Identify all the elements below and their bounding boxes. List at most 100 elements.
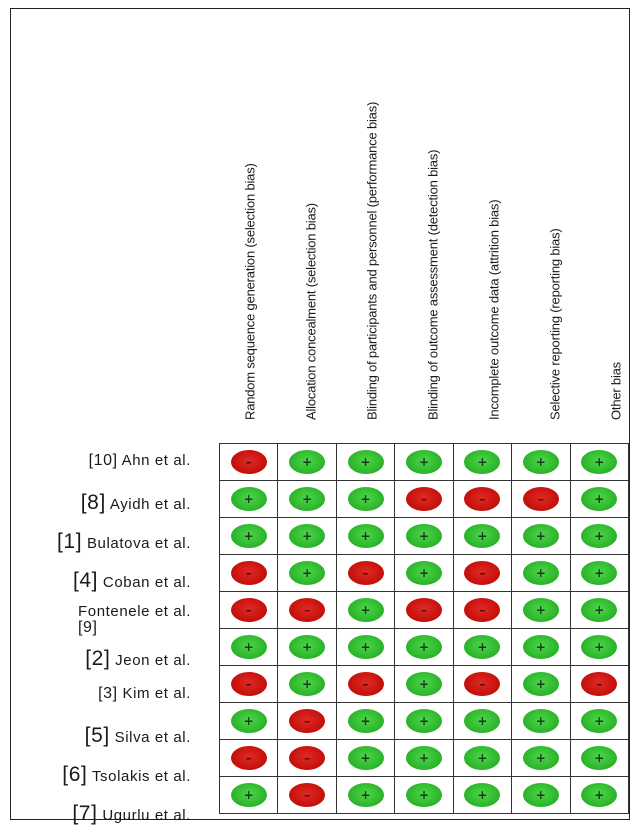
risk-symbol: – — [304, 750, 311, 765]
risk-symbol: + — [535, 565, 546, 580]
rating-cell: + — [511, 628, 571, 666]
rating-cell: + — [452, 739, 513, 777]
low-risk-icon: + — [230, 635, 267, 659]
low-risk-icon: + — [464, 450, 501, 474]
risk-symbol: + — [418, 639, 429, 654]
domain-header: Incomplete outcome data (attrition bias) — [463, 9, 524, 441]
rating-cell: – — [394, 591, 454, 629]
low-risk-icon: + — [581, 524, 618, 548]
rating-cell: + — [569, 480, 630, 518]
rating-cell: + — [569, 628, 630, 666]
risk-symbol: – — [245, 454, 252, 469]
rating-cell: + — [394, 776, 454, 814]
high-risk-icon: – — [464, 598, 501, 622]
low-risk-icon: + — [405, 450, 442, 474]
low-risk-icon: + — [581, 635, 618, 659]
rating-cell: + — [394, 702, 454, 740]
rating-cell: + — [511, 554, 571, 592]
study-row: – + – + – + + — [218, 554, 630, 592]
study-label: [4] Coban et al. — [73, 569, 191, 593]
risk-symbol: – — [537, 491, 544, 506]
low-risk-icon: + — [405, 635, 442, 659]
rating-cell: + — [569, 517, 630, 555]
risk-symbol: + — [535, 676, 546, 691]
rating-cell: + — [452, 628, 513, 666]
high-risk-icon: – — [230, 598, 267, 622]
high-risk-icon: – — [405, 487, 442, 511]
rating-cell: + — [277, 628, 337, 666]
study-row: + + + + + + + — [218, 628, 630, 666]
rating-cell: + — [452, 776, 513, 814]
study-name: Jeon et al. — [115, 651, 191, 669]
low-risk-icon: + — [522, 709, 559, 733]
risk-symbol: + — [302, 454, 313, 469]
risk-symbol: + — [594, 750, 605, 765]
domain-header: Selective reporting (reporting bias) — [524, 9, 585, 441]
low-risk-icon: + — [289, 524, 326, 548]
low-risk-icon: + — [581, 450, 618, 474]
risk-symbol: + — [594, 787, 605, 802]
high-risk-icon: – — [230, 672, 267, 696]
study-reference: [9] — [77, 618, 98, 636]
risk-symbol: + — [594, 565, 605, 580]
high-risk-icon: – — [289, 598, 326, 622]
rating-cell: + — [452, 702, 513, 740]
risk-symbol: + — [302, 528, 313, 543]
rating-cell: + — [569, 702, 630, 740]
low-risk-icon: + — [522, 561, 559, 585]
high-risk-icon: – — [522, 487, 559, 511]
risk-symbol: – — [479, 491, 486, 506]
risk-symbol: + — [477, 750, 488, 765]
rating-cell: + — [394, 665, 454, 703]
low-risk-icon: + — [522, 635, 559, 659]
risk-symbol: + — [243, 491, 254, 506]
low-risk-icon: + — [581, 746, 618, 770]
study-label: [1] Bulatova et al. — [57, 530, 191, 554]
low-risk-icon: + — [289, 561, 326, 585]
risk-symbol: + — [360, 713, 371, 728]
study-name: Ahn et al. — [121, 452, 191, 469]
rating-cell: – — [511, 480, 571, 518]
low-risk-icon: + — [405, 783, 442, 807]
domain-header-label: Incomplete outcome data (attrition bias) — [486, 199, 501, 420]
low-risk-icon: + — [347, 450, 384, 474]
rating-cell: + — [218, 702, 279, 740]
study-label: [7] Ugurlu et al. — [72, 802, 191, 826]
risk-symbol: + — [477, 528, 488, 543]
domain-header-label: Blinding of participants and personnel (… — [364, 101, 379, 420]
risk-symbol: + — [418, 787, 429, 802]
risk-symbol: – — [479, 602, 486, 617]
domain-header-label: Selective reporting (reporting bias) — [547, 228, 562, 420]
study-label: [6] Tsolakis et al. — [62, 763, 191, 787]
risk-symbol: + — [535, 639, 546, 654]
rating-cell: – — [277, 591, 337, 629]
rating-cell: – — [452, 480, 513, 518]
low-risk-icon: + — [230, 487, 267, 511]
risk-symbol: – — [304, 787, 311, 802]
study-label: [10] Ahn et al. — [89, 452, 191, 470]
risk-symbol: + — [477, 454, 488, 469]
high-risk-icon: – — [405, 598, 442, 622]
rating-cell: + — [569, 554, 630, 592]
risk-symbol: + — [302, 491, 313, 506]
rating-cell: + — [569, 591, 630, 629]
risk-symbol: – — [245, 565, 252, 580]
risk-symbol: – — [420, 491, 427, 506]
high-risk-icon: – — [464, 672, 501, 696]
rating-cell: + — [335, 739, 396, 777]
risk-symbol: + — [535, 602, 546, 617]
study-reference: [3] — [98, 685, 118, 703]
rating-cell: – — [218, 591, 279, 629]
risk-symbol: + — [594, 713, 605, 728]
study-label: Fontenele et al. [9] — [78, 603, 191, 636]
study-label: [3] Kim et al. — [98, 685, 191, 703]
rating-cell: + — [569, 776, 630, 814]
low-risk-icon: + — [230, 524, 267, 548]
low-risk-icon: + — [464, 709, 501, 733]
study-row: – – + + + + + — [218, 739, 630, 777]
risk-symbol: + — [418, 713, 429, 728]
risk-symbol: + — [535, 787, 546, 802]
low-risk-icon: + — [289, 672, 326, 696]
low-risk-icon: + — [522, 783, 559, 807]
low-risk-icon: + — [289, 487, 326, 511]
